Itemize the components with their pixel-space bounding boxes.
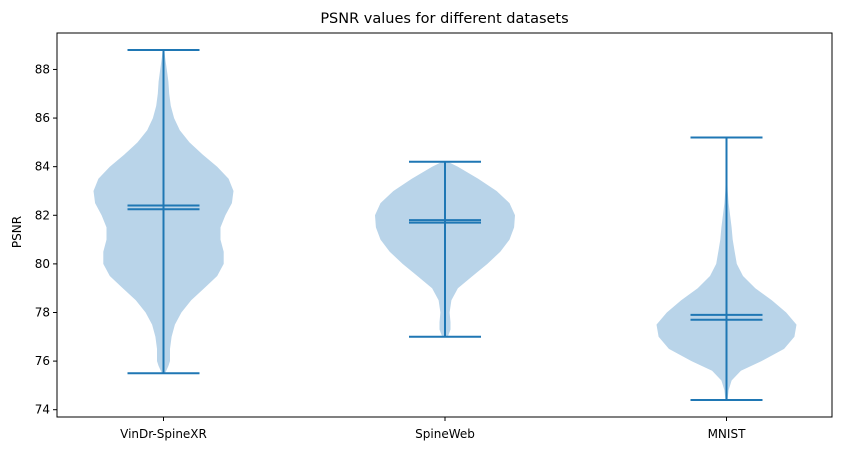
y-tick-label: 78 [35,305,50,319]
x-axis-ticks: VinDr-SpineXR SpineWeb MNIST [120,417,746,441]
violin-vindr-spinexr [93,49,234,375]
plot-frame [56,32,833,418]
y-tick-label: 74 [35,403,50,417]
chart-title: PSNR values for different datasets [320,11,568,27]
x-tick-label: VinDr-SpineXR [120,427,207,441]
violin-spineweb [375,160,515,338]
y-axis-ticks: 74 76 78 80 82 84 86 88 [35,62,57,417]
violins-layer [93,49,797,401]
y-tick-label: 86 [35,111,50,125]
y-tick-label: 88 [35,62,50,76]
y-tick-label: 82 [35,208,50,222]
violin-mnist [656,136,797,401]
x-tick-label: MNIST [708,427,746,441]
y-axis-label: PSNR [10,216,24,248]
y-tick-label: 80 [35,257,50,271]
y-tick-label: 84 [35,160,50,174]
y-tick-label: 76 [35,354,50,368]
x-tick-label: SpineWeb [415,427,475,441]
